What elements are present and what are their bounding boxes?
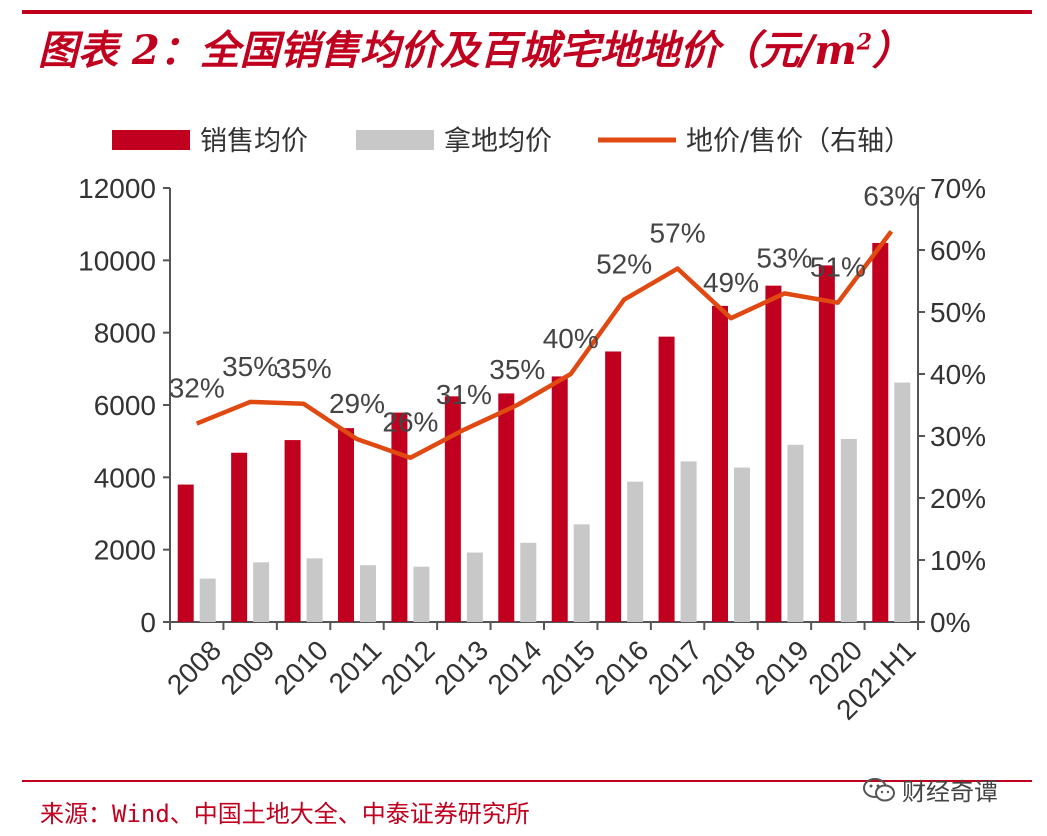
- left-tick-label: 10000: [78, 245, 156, 276]
- bottom-rule: [22, 780, 1032, 782]
- ratio-data-label: 52%: [596, 249, 652, 280]
- bar-sales: [231, 452, 248, 622]
- right-tick-label: 0%: [930, 607, 970, 638]
- x-category-label: 2010: [268, 634, 334, 700]
- legend-label-land: 拿地均价: [444, 126, 552, 157]
- x-category-label: 2015: [535, 634, 601, 700]
- ratio-data-label: 51%: [810, 252, 866, 283]
- bar-land: [894, 382, 911, 622]
- ratio-data-label: 40%: [543, 323, 599, 354]
- legend-label-sales: 销售均价: [200, 126, 308, 157]
- watermark: 财经奇谭: [862, 772, 998, 807]
- right-tick-label: 30%: [930, 421, 986, 452]
- bar-land: [734, 467, 750, 622]
- line-ratio: [195, 230, 894, 460]
- bar-land: [680, 461, 697, 622]
- source-note: 来源：Wind、中国土地大全、中泰证券研究所: [40, 800, 530, 828]
- bar-land: [840, 438, 857, 622]
- x-category-label: 2008: [161, 634, 227, 700]
- bar-sales: [712, 305, 728, 622]
- bar-land: [199, 578, 216, 622]
- legend-swatch-sales: [112, 130, 190, 150]
- x-category-label: 2014: [482, 634, 548, 700]
- bar-sales: [498, 393, 515, 622]
- left-tick-label: 6000: [94, 390, 156, 421]
- bar-land: [306, 558, 323, 622]
- title-text: 图表 2：全国销售均价及百城宅地地价（元/m: [38, 27, 857, 74]
- x-category-label: 2009: [215, 634, 281, 700]
- wechat-icon: [863, 777, 895, 801]
- legend-label-ratio: 地价/售价（右轴）: [686, 126, 911, 157]
- bar-land: [413, 566, 430, 622]
- right-tick-label: 60%: [930, 235, 986, 266]
- bar-sales: [765, 285, 782, 622]
- ratio-data-label: 53%: [756, 242, 812, 273]
- bar-land: [627, 481, 644, 622]
- bar-sales: [551, 376, 568, 622]
- bar-land: [573, 524, 590, 622]
- ratio-data-label: 35%: [489, 354, 545, 385]
- bar-sales: [391, 412, 408, 622]
- bar-land: [787, 444, 804, 622]
- bar-sales: [818, 265, 835, 622]
- left-tick-label: 12000: [78, 173, 156, 204]
- bar-sales: [177, 484, 194, 622]
- page-title: 图表 2：全国销售均价及百城宅地地价（元/m2）: [38, 18, 912, 76]
- ratio-data-label: 57%: [650, 218, 706, 249]
- bar-sales: [605, 351, 622, 622]
- left-tick-label: 4000: [94, 462, 156, 493]
- ratio-data-label: 31%: [436, 379, 492, 410]
- bar-sales: [872, 242, 889, 622]
- title-close: ）: [872, 27, 913, 74]
- left-tick-label: 2000: [94, 535, 156, 566]
- x-category-label: 2012: [375, 634, 441, 700]
- bar-sales: [338, 428, 354, 622]
- right-tick-label: 50%: [930, 297, 986, 328]
- x-category-label: 2019: [749, 634, 815, 700]
- x-category-label: 2017: [642, 634, 708, 700]
- ratio-data-label: 26%: [382, 407, 438, 438]
- bar-sales: [444, 396, 461, 622]
- bar-land: [520, 542, 537, 622]
- watermark-text: 财经奇谭: [902, 778, 998, 806]
- right-tick-label: 70%: [930, 173, 986, 204]
- title-superscript: 2: [856, 29, 873, 56]
- ratio-data-label: 35%: [222, 351, 278, 382]
- bar-land: [253, 562, 270, 622]
- x-category-label: 2016: [589, 634, 655, 700]
- x-category-label: 2011: [323, 634, 388, 699]
- ratio-data-label: 63%: [863, 180, 919, 211]
- right-tick-label: 20%: [930, 483, 986, 514]
- bar-sales: [658, 336, 675, 622]
- ratio-data-label: 35%: [276, 353, 332, 384]
- bar-land: [360, 565, 376, 622]
- ratio-data-label: 32%: [169, 373, 225, 404]
- x-category-label: 2018: [695, 634, 761, 700]
- bar-land: [466, 552, 483, 622]
- top-rule: [22, 10, 1032, 14]
- left-tick-label: 0: [140, 607, 156, 638]
- bar-sales: [284, 440, 301, 622]
- x-category-label: 2013: [428, 634, 494, 700]
- ratio-data-label: 49%: [703, 267, 759, 298]
- chart: 0 2000 4000 6000 8000 10000 12000 0% 10% 20% 30% 40…: [78, 126, 986, 726]
- legend-swatch-land: [356, 130, 434, 150]
- right-tick-label: 10%: [930, 545, 986, 576]
- ratio-data-label: 29%: [329, 388, 385, 419]
- left-tick-label: 8000: [94, 318, 156, 349]
- right-tick-label: 40%: [930, 359, 986, 390]
